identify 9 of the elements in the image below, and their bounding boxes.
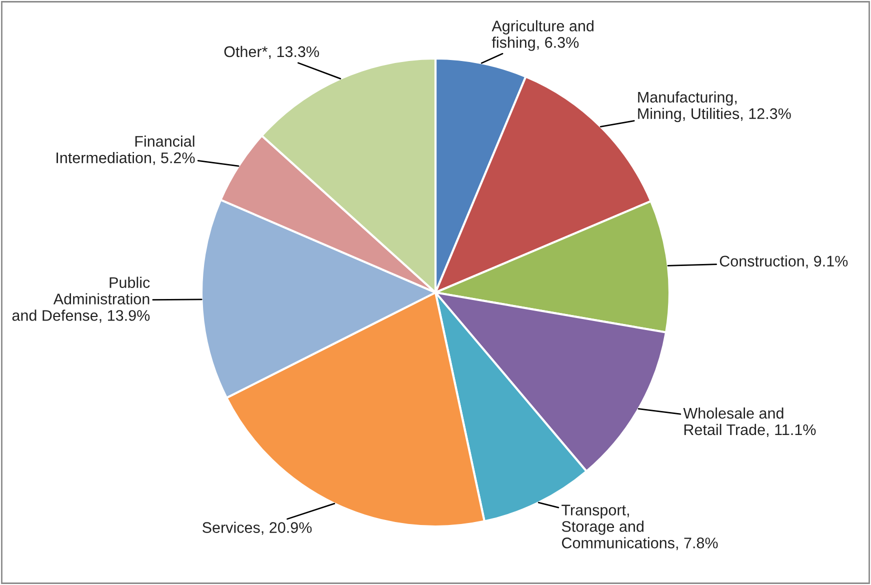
slice-label: Transport, Storage and Communications, 7.8% bbox=[562, 504, 718, 550]
slice-label: Public Administration and Defense, 13.9% bbox=[12, 276, 150, 323]
slice-label: Other*, 13.3% bbox=[224, 46, 320, 59]
slice-label: Services, 20.9% bbox=[202, 522, 312, 535]
slice-label: Construction, 9.1% bbox=[720, 255, 848, 268]
slice-label: Manufacturing, Mining, Utilities, 12.3% bbox=[638, 91, 791, 122]
slice-label: Wholesale and Retail Trade, 11.1% bbox=[683, 407, 816, 437]
slice-label: Financial Intermediation, 5.2% bbox=[56, 136, 195, 166]
slice-label: Agriculture and fishing, 6.3% bbox=[492, 20, 594, 51]
